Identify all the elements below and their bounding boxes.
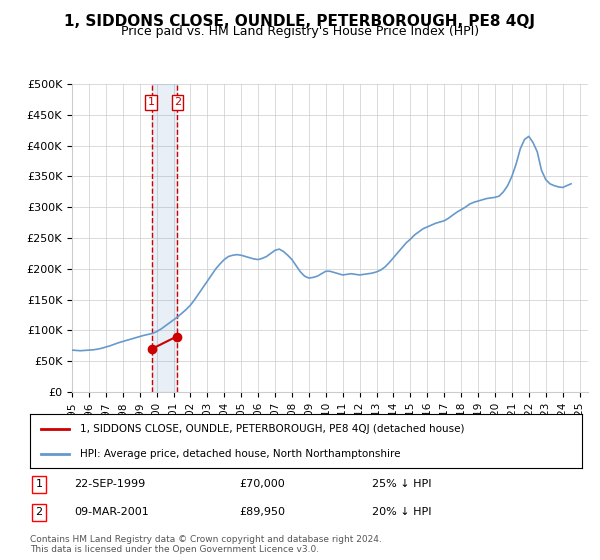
Text: 20% ↓ HPI: 20% ↓ HPI: [372, 507, 432, 517]
Text: 1, SIDDONS CLOSE, OUNDLE, PETERBOROUGH, PE8 4QJ (detached house): 1, SIDDONS CLOSE, OUNDLE, PETERBOROUGH, …: [80, 424, 464, 435]
Text: 09-MAR-2001: 09-MAR-2001: [74, 507, 149, 517]
Text: 2: 2: [35, 507, 43, 517]
Text: £70,000: £70,000: [240, 479, 286, 489]
Text: HPI: Average price, detached house, North Northamptonshire: HPI: Average price, detached house, Nort…: [80, 449, 400, 459]
Text: Price paid vs. HM Land Registry's House Price Index (HPI): Price paid vs. HM Land Registry's House …: [121, 25, 479, 38]
Text: £89,950: £89,950: [240, 507, 286, 517]
Text: Contains HM Land Registry data © Crown copyright and database right 2024.
This d: Contains HM Land Registry data © Crown c…: [30, 535, 382, 554]
Bar: [152, 84, 176, 392]
Text: 1: 1: [35, 479, 43, 489]
Text: 2: 2: [174, 97, 181, 108]
Text: 25% ↓ HPI: 25% ↓ HPI: [372, 479, 432, 489]
Text: 22-SEP-1999: 22-SEP-1999: [74, 479, 145, 489]
Text: 1, SIDDONS CLOSE, OUNDLE, PETERBOROUGH, PE8 4QJ: 1, SIDDONS CLOSE, OUNDLE, PETERBOROUGH, …: [65, 14, 536, 29]
Text: 1: 1: [148, 97, 155, 108]
